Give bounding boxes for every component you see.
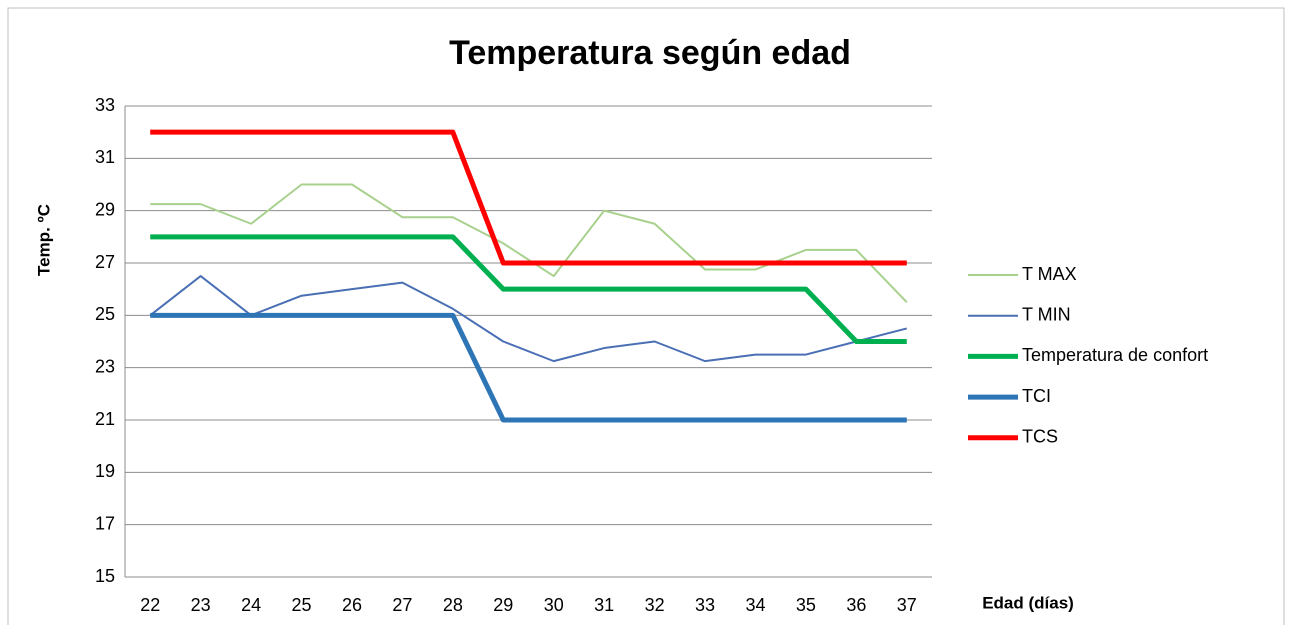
- series-line: [150, 234, 907, 344]
- y-tick-label: 25: [95, 304, 115, 324]
- x-tick-label: 24: [241, 595, 261, 615]
- x-tick-label: 33: [695, 595, 715, 615]
- chart-title: Temperatura según edad: [449, 34, 851, 72]
- y-tick-label: 15: [95, 566, 115, 586]
- x-tick-label: 31: [594, 595, 614, 615]
- x-tick-label: 34: [745, 595, 765, 615]
- y-tick-label: 31: [95, 147, 115, 167]
- x-tick-label: 22: [140, 595, 160, 615]
- y-tick-label: 21: [95, 409, 115, 429]
- x-tick-label: 29: [493, 595, 513, 615]
- y-tick-label: 23: [95, 356, 115, 376]
- legend-label: T MAX: [1022, 264, 1077, 284]
- y-tick-label: 19: [95, 461, 115, 481]
- y-axis-label: Temp. ºC: [34, 204, 53, 276]
- y-tick-label: 27: [95, 252, 115, 272]
- x-tick-label: 35: [796, 595, 816, 615]
- x-tick-label: 32: [645, 595, 665, 615]
- series-line: [150, 312, 907, 423]
- x-tick-label: 30: [544, 595, 564, 615]
- legend-label: TCS: [1022, 427, 1058, 447]
- y-tick-label: 33: [95, 95, 115, 115]
- series-line: [149, 275, 908, 363]
- x-tick-label: 36: [846, 595, 866, 615]
- legend-label: Temperatura de confort: [1022, 345, 1208, 365]
- x-tick-label: 37: [897, 595, 917, 615]
- legend-label: T MIN: [1022, 304, 1071, 324]
- legend-label: TCI: [1022, 386, 1051, 406]
- series-line: [150, 129, 907, 266]
- x-tick-label: 28: [443, 595, 463, 615]
- x-axis-label: Edad (días): [982, 593, 1074, 612]
- x-tick-label: 23: [191, 595, 211, 615]
- x-tick-label: 26: [342, 595, 362, 615]
- y-tick-label: 29: [95, 199, 115, 219]
- y-tick-label: 17: [95, 513, 115, 533]
- x-tick-label: 25: [292, 595, 312, 615]
- x-tick-label: 27: [392, 595, 412, 615]
- series-line: [150, 183, 908, 303]
